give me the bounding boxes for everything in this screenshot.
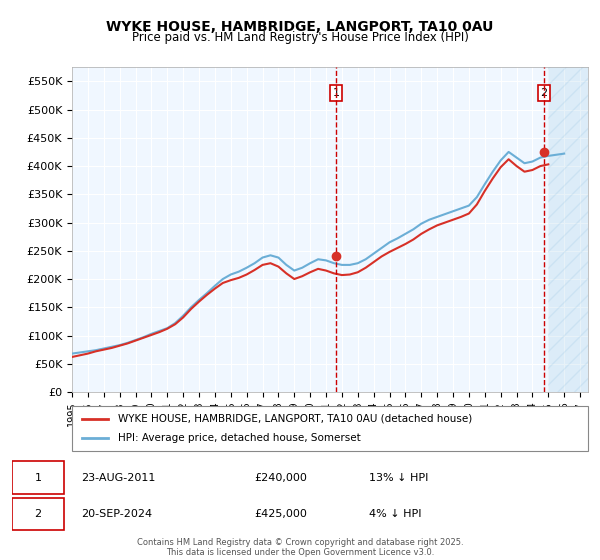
FancyBboxPatch shape: [12, 498, 64, 530]
Text: Price paid vs. HM Land Registry's House Price Index (HPI): Price paid vs. HM Land Registry's House …: [131, 31, 469, 44]
Text: 1: 1: [34, 473, 41, 483]
Text: WYKE HOUSE, HAMBRIDGE, LANGPORT, TA10 0AU: WYKE HOUSE, HAMBRIDGE, LANGPORT, TA10 0A…: [106, 20, 494, 34]
FancyBboxPatch shape: [72, 406, 588, 451]
FancyBboxPatch shape: [12, 461, 64, 494]
Text: 23-AUG-2011: 23-AUG-2011: [81, 473, 155, 483]
Text: 4% ↓ HPI: 4% ↓ HPI: [369, 509, 422, 519]
Text: HPI: Average price, detached house, Somerset: HPI: Average price, detached house, Some…: [118, 433, 361, 444]
Text: 2: 2: [34, 509, 41, 519]
Text: 13% ↓ HPI: 13% ↓ HPI: [369, 473, 428, 483]
Text: £425,000: £425,000: [254, 509, 307, 519]
Text: 1: 1: [332, 88, 340, 98]
Text: 2: 2: [540, 88, 547, 98]
Text: Contains HM Land Registry data © Crown copyright and database right 2025.
This d: Contains HM Land Registry data © Crown c…: [137, 538, 463, 557]
Text: WYKE HOUSE, HAMBRIDGE, LANGPORT, TA10 0AU (detached house): WYKE HOUSE, HAMBRIDGE, LANGPORT, TA10 0A…: [118, 413, 473, 423]
Text: 20-SEP-2024: 20-SEP-2024: [81, 509, 152, 519]
Bar: [548, 67, 588, 392]
Text: £240,000: £240,000: [254, 473, 307, 483]
